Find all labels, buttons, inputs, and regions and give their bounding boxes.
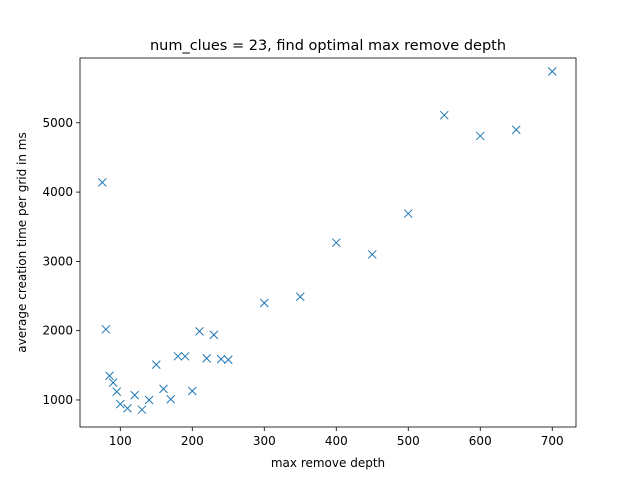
data-point	[367, 250, 377, 259]
y-axis-label: average creation time per grid in ms	[15, 132, 29, 352]
data-point	[108, 378, 118, 388]
data-point	[180, 351, 190, 361]
y-tick-label: 1000	[42, 393, 73, 407]
data-point	[112, 387, 122, 397]
plot-frame	[79, 57, 577, 428]
x-tick-label: 600	[469, 434, 492, 448]
data-point	[159, 384, 168, 394]
data-point	[202, 354, 212, 363]
data-point	[166, 394, 176, 404]
data-point	[295, 292, 305, 302]
data-point	[475, 131, 485, 141]
data-points	[97, 67, 557, 415]
x-tick-label: 700	[541, 434, 564, 448]
data-point	[187, 386, 197, 396]
data-point	[403, 209, 413, 218]
y-tick-label: 2000	[42, 324, 73, 338]
x-tick-label: 500	[397, 434, 420, 448]
chart-title: num_clues = 23, find optimal max remove …	[150, 38, 506, 54]
data-point	[195, 327, 204, 336]
data-point	[223, 355, 233, 365]
data-point	[105, 371, 114, 381]
data-point	[209, 330, 219, 340]
x-tick-label: 400	[325, 434, 348, 448]
y-tick-label: 5000	[42, 116, 73, 130]
data-point	[144, 395, 154, 405]
plot-area	[80, 58, 576, 427]
data-point	[439, 110, 449, 120]
data-point	[216, 354, 226, 364]
data-point	[259, 298, 269, 308]
y-tick-label: 4000	[42, 185, 73, 199]
data-point	[97, 178, 107, 187]
y-axis-ticks: 1000 2000 3000 4000 5000	[42, 116, 80, 407]
x-tick-label: 300	[253, 434, 276, 448]
x-tick-label: 100	[109, 434, 132, 448]
data-point	[137, 405, 147, 415]
data-point	[547, 67, 557, 76]
data-point	[511, 125, 521, 135]
data-point	[115, 399, 125, 409]
x-axis-ticks: 100 200 300 400 500 600 700	[109, 427, 564, 448]
data-point	[151, 360, 161, 369]
data-point	[130, 390, 140, 400]
data-point	[101, 324, 111, 334]
data-point	[173, 351, 183, 361]
y-tick-label: 3000	[42, 254, 73, 268]
x-axis-label: max remove depth	[271, 456, 385, 470]
data-point	[331, 238, 341, 248]
x-tick-label: 200	[181, 434, 204, 448]
data-point	[123, 403, 132, 413]
